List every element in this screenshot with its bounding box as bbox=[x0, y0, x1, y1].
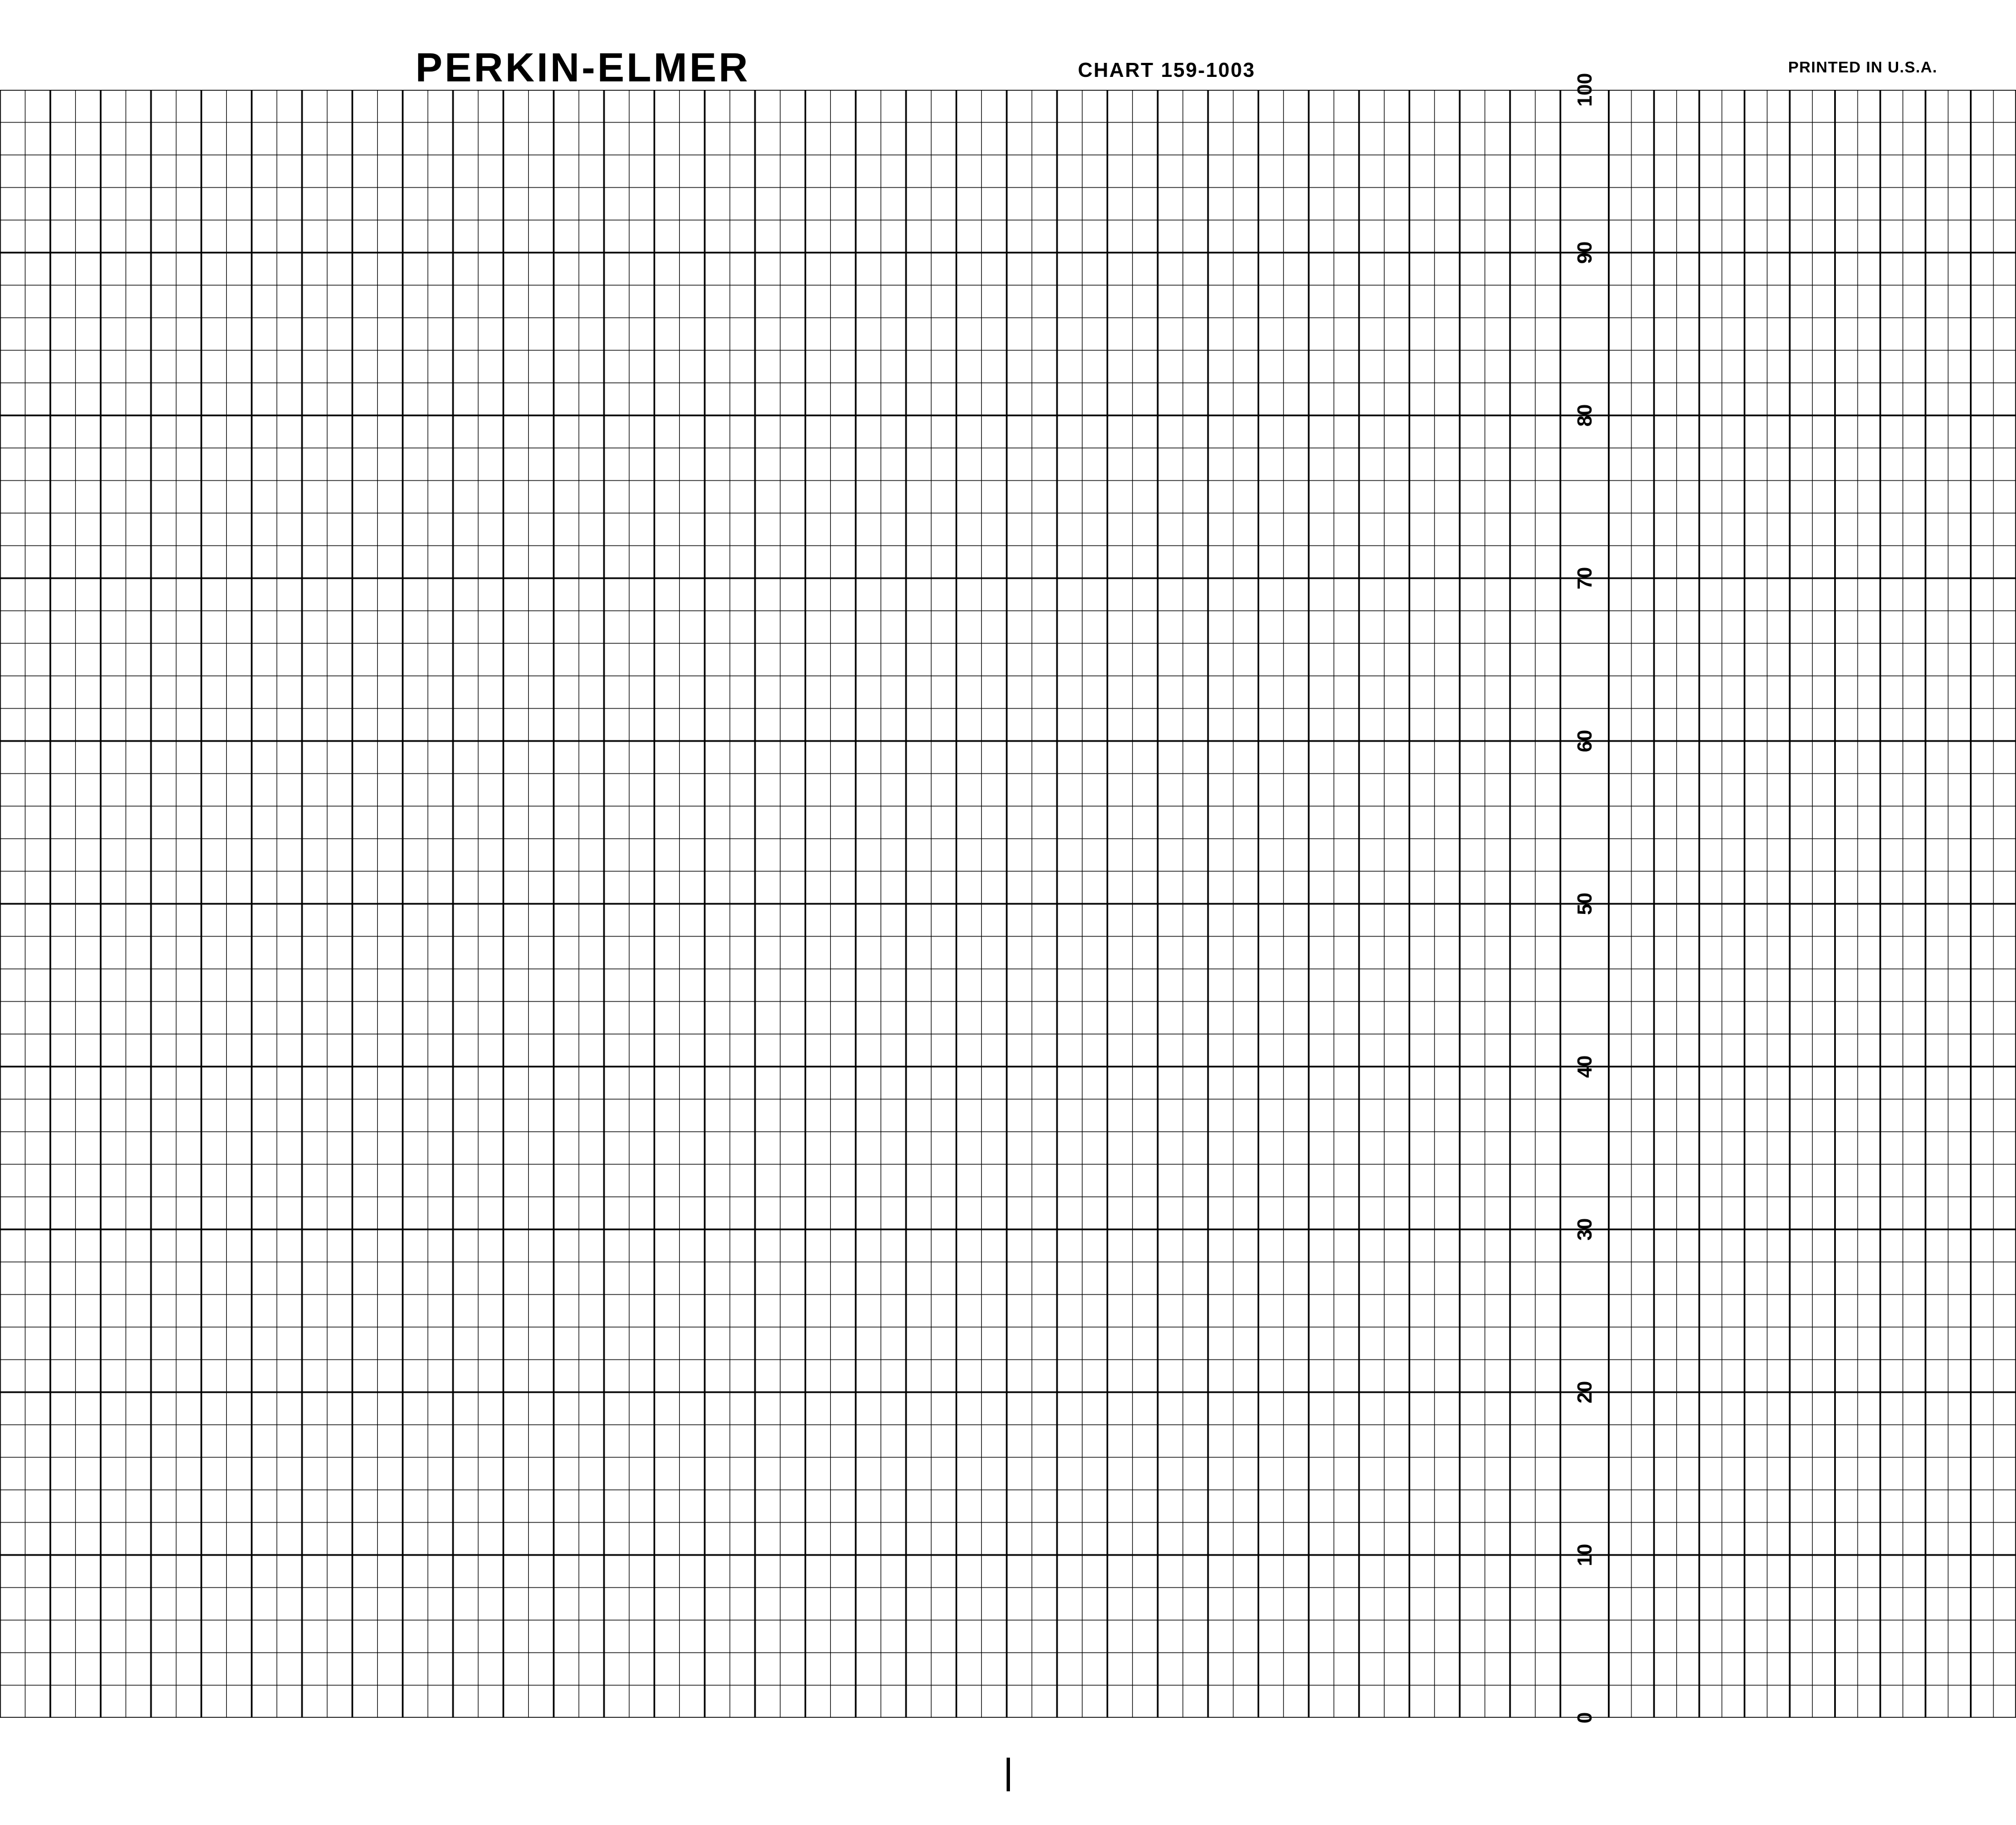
chart-grid: 0102030405060708090100 bbox=[0, 90, 2016, 1718]
y-axis-tick-label: 80 bbox=[1568, 399, 1602, 432]
y-axis-tick-label: 60 bbox=[1568, 724, 1602, 758]
chart-paper-page: PERKIN-ELMER CHART 159-1003 PRINTED IN U… bbox=[0, 0, 2016, 1825]
y-axis-tick-label: 10 bbox=[1568, 1538, 1602, 1572]
y-axis-tick-label: 90 bbox=[1568, 236, 1602, 269]
y-axis-tick-label: 70 bbox=[1568, 561, 1602, 595]
brand-label: PERKIN-ELMER bbox=[415, 45, 750, 91]
y-axis-tick-label: 0 bbox=[1568, 1701, 1602, 1735]
footer-center-tick bbox=[1007, 1758, 1010, 1791]
chart-number-label: CHART 159-1003 bbox=[1078, 58, 1255, 82]
chart-header: PERKIN-ELMER CHART 159-1003 PRINTED IN U… bbox=[0, 45, 2016, 90]
y-axis-tick-label: 20 bbox=[1568, 1375, 1602, 1409]
printed-in-usa-label: PRINTED IN U.S.A. bbox=[1788, 58, 1937, 76]
y-axis-tick-label: 30 bbox=[1568, 1213, 1602, 1246]
grid-svg bbox=[0, 90, 2016, 1718]
y-axis-tick-label: 50 bbox=[1568, 887, 1602, 921]
y-axis-tick-label: 40 bbox=[1568, 1050, 1602, 1083]
